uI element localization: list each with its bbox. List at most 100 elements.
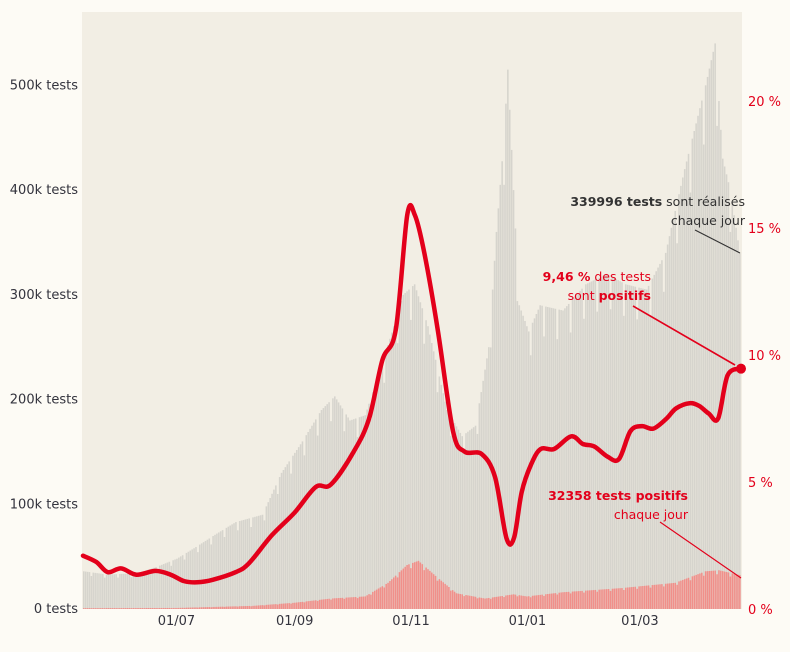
tests-bar xyxy=(389,338,391,609)
positive-tests-bar xyxy=(199,607,201,609)
positive-tests-bar xyxy=(185,607,188,609)
positive-tests-bar xyxy=(585,590,587,609)
tests-bar xyxy=(659,263,661,609)
tests-bar xyxy=(202,542,205,609)
positive-tests-bar xyxy=(204,607,207,609)
x-axis-tick-label: 01/09 xyxy=(276,614,313,629)
positive-tests-bar xyxy=(702,575,705,609)
positive-tests-bar xyxy=(704,571,707,609)
positive-tests-bar xyxy=(533,595,536,609)
annotation-leader-tests xyxy=(694,229,741,254)
positive-tests-bar xyxy=(313,600,315,609)
tests-bar xyxy=(573,297,576,609)
tests-bar xyxy=(151,568,154,609)
tests-bar xyxy=(322,408,325,609)
tests-bar xyxy=(543,336,545,609)
positive-tests-bar xyxy=(718,570,720,609)
positive-tests-bar xyxy=(383,587,386,609)
tests-bar xyxy=(548,307,551,609)
tests-bar xyxy=(335,399,338,609)
tests-bar xyxy=(276,494,279,609)
positive-tests-bar xyxy=(598,589,600,609)
tests-bar xyxy=(710,60,713,610)
tests-bar xyxy=(138,572,140,609)
tests-bar xyxy=(425,320,427,609)
positive-tests-bar xyxy=(552,593,555,609)
left-axis-tick-label: 0 tests xyxy=(34,602,78,617)
tests-bar xyxy=(495,231,498,609)
tests-bar xyxy=(368,403,370,609)
tests-bar xyxy=(349,420,351,609)
tests-bars xyxy=(83,43,741,610)
tests-bar xyxy=(121,573,123,609)
positive-tests-bar xyxy=(269,604,271,609)
positive-tests-bar xyxy=(318,599,321,609)
tests-bar xyxy=(520,310,522,609)
tests-bar xyxy=(354,418,357,609)
tests-bar xyxy=(343,431,346,609)
positive-tests-bar xyxy=(558,592,560,609)
positive-tests-bar xyxy=(640,586,642,609)
positive-tests-bar xyxy=(421,564,424,609)
positive-tests-bar xyxy=(286,603,289,609)
tests-bar xyxy=(375,380,378,609)
tests-bar xyxy=(223,536,226,609)
positive-tests-bar xyxy=(474,596,477,609)
positive-tests-bar xyxy=(583,592,585,609)
positive-tests-bar xyxy=(567,591,570,609)
tests-bar xyxy=(280,472,283,609)
positive-tests-bar xyxy=(687,577,690,609)
positive-tests-bar xyxy=(299,602,302,609)
annotation-text: sont xyxy=(568,288,599,303)
positive-tests-bar xyxy=(410,568,412,609)
tests-bar xyxy=(594,279,597,609)
positive-tests-bar xyxy=(288,603,290,609)
tests-bar xyxy=(292,455,294,609)
positive-tests-bar xyxy=(602,589,604,609)
left-axis-ticks: 0 tests 100k tests 200k tests 300k tests 400… xyxy=(10,78,78,617)
positive-tests-bar xyxy=(122,608,125,609)
tests-bar xyxy=(600,276,602,609)
tests-bar xyxy=(227,526,230,609)
positive-tests-bar xyxy=(590,590,593,609)
positive-tests-bar xyxy=(330,599,332,609)
tests-bar xyxy=(394,319,397,609)
tests-bar xyxy=(484,369,486,609)
positive-tests-bar xyxy=(153,608,155,609)
tests-bar xyxy=(339,405,342,609)
positive-tests-bar xyxy=(294,602,296,609)
positive-tests-bar xyxy=(303,602,306,609)
tests-bar xyxy=(273,489,275,609)
positive-tests-bar xyxy=(685,578,688,609)
positive-tests-bar xyxy=(227,606,230,609)
positive-tests-bar xyxy=(195,607,197,609)
tests-bar xyxy=(387,345,389,609)
tests-bar xyxy=(638,287,640,609)
positive-tests-bar xyxy=(448,587,450,609)
tests-bar xyxy=(391,332,393,609)
tests-bar xyxy=(682,177,684,610)
positive-tests-bar xyxy=(351,597,353,609)
tests-bar xyxy=(269,497,271,609)
tests-bar xyxy=(537,309,540,609)
positive-tests-bar xyxy=(257,605,260,609)
tests-bar xyxy=(547,307,549,609)
positive-tests-bar xyxy=(431,572,433,609)
tests-bar xyxy=(630,285,633,609)
tests-bar xyxy=(552,308,555,609)
tests-bar xyxy=(514,228,517,609)
positive-tests-bar xyxy=(212,606,214,609)
tests-bar xyxy=(431,342,433,609)
positive-tests-bar xyxy=(132,608,134,609)
tests-bar xyxy=(366,409,368,609)
tests-bar xyxy=(111,574,114,609)
tests-bar xyxy=(423,343,425,609)
positive-tests-bar xyxy=(292,602,294,609)
positive-tests-bar xyxy=(450,590,452,609)
positive-tests-bar xyxy=(615,588,618,609)
positive-tests-bar xyxy=(113,608,115,609)
tests-bar xyxy=(199,544,201,609)
positive-tests-bar xyxy=(368,594,370,609)
positive-tests-bar xyxy=(573,591,576,609)
positive-tests-bar xyxy=(607,589,610,609)
